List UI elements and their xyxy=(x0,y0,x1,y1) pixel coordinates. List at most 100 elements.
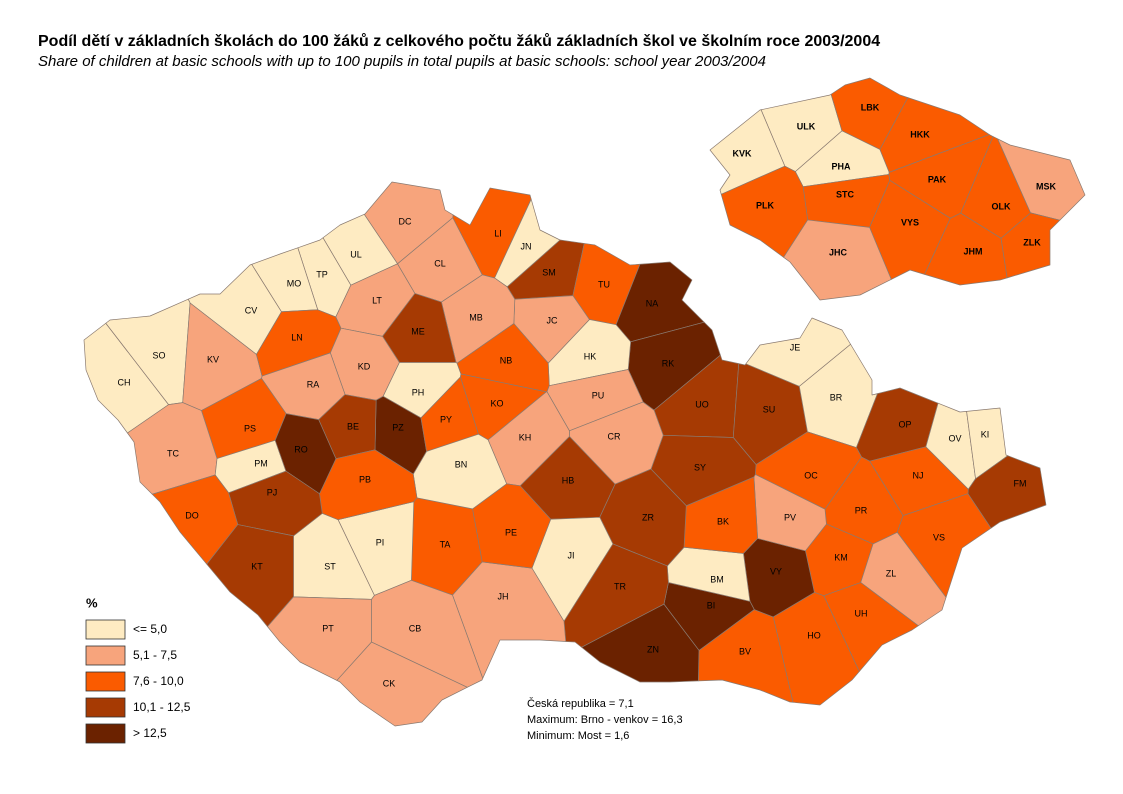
region-cell xyxy=(581,603,700,683)
region-label: JHC xyxy=(829,247,848,257)
region-label: PE xyxy=(505,527,517,537)
region-label: BK xyxy=(717,516,729,526)
legend-label: 10,1 - 12,5 xyxy=(133,700,191,714)
legend-label: <= 5,0 xyxy=(133,622,167,636)
legend-swatch xyxy=(85,697,126,718)
region-label: BR xyxy=(830,392,843,402)
region-label: MSK xyxy=(1036,181,1057,191)
region-label: CV xyxy=(245,305,258,315)
region-label: BI xyxy=(707,600,716,610)
region-label: CK xyxy=(383,678,396,688)
region-label: PB xyxy=(359,474,371,484)
legend-title: % xyxy=(86,595,98,610)
region-label: PZ xyxy=(392,422,404,432)
region-label: TR xyxy=(614,581,626,591)
subtitle: Share of children at basic schools with … xyxy=(38,53,766,70)
region-label: OV xyxy=(948,433,961,443)
region-label: JE xyxy=(790,342,801,352)
region-label: PJ xyxy=(267,487,278,497)
region-label: SM xyxy=(542,267,556,277)
region-label: JN xyxy=(521,241,532,251)
legend-swatch xyxy=(85,645,126,666)
region-label: BM xyxy=(710,574,724,584)
legend-label: 7,6 - 10,0 xyxy=(133,674,184,688)
region-layer: ULK KVK LBK HKK PHA STC PAK PLK VYS OLK MSK JHC JHM Z… xyxy=(709,77,1086,301)
region-cell xyxy=(206,524,294,627)
region-label: ME xyxy=(411,326,425,336)
region-label: HO xyxy=(807,630,821,640)
region-label: RK xyxy=(662,358,675,368)
region-label: TU xyxy=(598,279,610,289)
region-label: KD xyxy=(358,361,371,371)
region-label: BE xyxy=(347,421,359,431)
region-label: ZLK xyxy=(1023,237,1041,247)
region-label: JC xyxy=(547,315,559,325)
region-cell xyxy=(151,474,239,565)
region-label: DO xyxy=(185,510,199,520)
stat-line: Maximum: Brno - venkov = 16,3 xyxy=(527,714,683,726)
district-layer: DC UL TP MO CV CH SO KV LN LT CL LI JN SM TU NA RK HK JC MB… xyxy=(83,181,1047,727)
region-label: VS xyxy=(933,532,945,542)
region-label: JI xyxy=(567,550,574,560)
region-label: UH xyxy=(855,608,868,618)
region-label: PH xyxy=(412,387,425,397)
region-label: LBK xyxy=(861,102,880,112)
region-label: MB xyxy=(469,312,483,322)
region-label: NA xyxy=(646,298,659,308)
region-label: TA xyxy=(440,539,451,549)
region-label: SO xyxy=(152,350,165,360)
region-label: CR xyxy=(608,431,621,441)
region-label: BN xyxy=(455,459,468,469)
region-label: PU xyxy=(592,390,605,400)
region-cell xyxy=(783,219,892,301)
region-label: PI xyxy=(376,537,385,547)
region-label: RA xyxy=(307,379,320,389)
region-label: BV xyxy=(739,646,751,656)
legend-label: > 12,5 xyxy=(133,726,167,740)
region-label: SU xyxy=(763,404,776,414)
region-label: HB xyxy=(562,475,575,485)
region-label: TC xyxy=(167,448,179,458)
title: Podíl dětí v základních školách do 100 ž… xyxy=(38,33,880,50)
region-label: SY xyxy=(694,462,706,472)
region-label: HK xyxy=(584,351,597,361)
region-label: STC xyxy=(836,189,855,199)
region-label: PM xyxy=(254,458,268,468)
region-label: JH xyxy=(498,591,509,601)
region-label: NJ xyxy=(913,470,924,480)
region-cell xyxy=(966,407,1009,480)
region-label: VYS xyxy=(901,217,919,227)
region-label: HKK xyxy=(910,129,930,139)
region-label: CL xyxy=(434,258,446,268)
region-label: KO xyxy=(490,398,503,408)
region-cell xyxy=(745,317,851,387)
region-label: KVK xyxy=(732,148,752,158)
region-cell xyxy=(412,433,507,510)
region-label: RO xyxy=(294,444,308,454)
region-label: PAK xyxy=(928,174,947,184)
region-label: TP xyxy=(316,269,328,279)
region-label: OC xyxy=(804,470,818,480)
region-label: ZL xyxy=(886,568,897,578)
region-label: PT xyxy=(322,623,334,633)
region-label: VY xyxy=(770,566,782,576)
region-label: FM xyxy=(1014,478,1027,488)
region-label: KM xyxy=(834,552,848,562)
region-label: KI xyxy=(981,429,990,439)
region-label: NB xyxy=(500,355,513,365)
legend: % <= 5,0 5,1 - 7,5 7,6 - 10,0 10,1 - 12,5 > … xyxy=(85,595,191,744)
region-label: CH xyxy=(118,377,131,387)
region-label: PR xyxy=(855,505,868,515)
region-cell xyxy=(371,580,484,688)
region-label: UL xyxy=(350,249,362,259)
legend-swatch xyxy=(85,671,126,692)
region-label: PV xyxy=(784,512,796,522)
region-label: PHA xyxy=(831,161,851,171)
legend-swatch xyxy=(85,723,126,744)
region-cell xyxy=(336,641,468,727)
region-label: KT xyxy=(251,561,263,571)
region-label: MO xyxy=(287,278,302,288)
region-label: KH xyxy=(519,432,532,442)
region-label: PS xyxy=(244,423,256,433)
region-label: LN xyxy=(291,332,303,342)
